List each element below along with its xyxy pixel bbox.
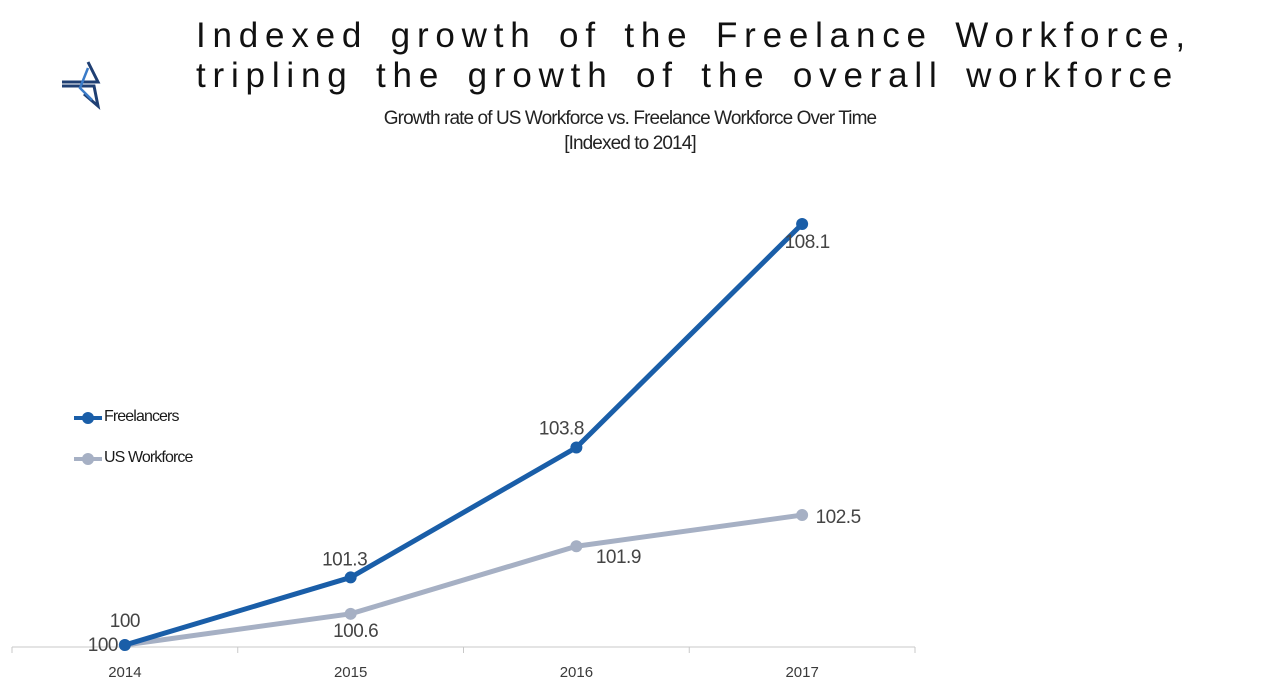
data-point-us-workforce-2016 xyxy=(570,540,583,553)
chart-title-text: Growth rate of US Workforce vs. Freelanc… xyxy=(383,108,877,129)
page-title: Indexed growth of the Freelance Workforc… xyxy=(196,16,1266,96)
data-label-us-workforce-2017: 102.5 xyxy=(816,507,861,528)
x-tick-label-2017: 2017 xyxy=(785,664,818,681)
chart-title: Growth rate of US Workforce vs. Freelanc… xyxy=(300,106,960,156)
x-tick-label-2014: 2014 xyxy=(108,664,141,681)
chart-subtitle: [Indexed to 2014] xyxy=(564,133,696,154)
legend-label-us-workforce: US Workforce xyxy=(104,449,193,466)
series-line-us-workforce xyxy=(122,512,805,648)
data-point-us-workforce-2015 xyxy=(344,607,357,620)
x-tick-label-2015: 2015 xyxy=(334,664,367,681)
x-tick-label-2016: 2016 xyxy=(560,664,593,681)
data-label-us-workforce-2016: 101.9 xyxy=(596,547,641,568)
legend-swatch-freelancers xyxy=(74,412,102,424)
data-point-freelancers-2015 xyxy=(344,571,357,584)
data-label-freelancers-2014: 100 xyxy=(110,611,140,632)
data-label-freelancers-2016: 103.8 xyxy=(539,418,584,439)
series-line-freelancers xyxy=(122,221,805,648)
data-point-freelancers-2017 xyxy=(796,218,809,230)
title-line-2: tripling the growth of the overall workf… xyxy=(196,56,1180,95)
data-label-freelancers-2015: 101.3 xyxy=(322,549,367,570)
title-line-1: Indexed growth of the Freelance Workforc… xyxy=(196,16,1192,55)
data-label-us-workforce-2014: 100 xyxy=(88,635,118,656)
legend-swatch-us-workforce xyxy=(74,453,102,465)
abstract-triangle-logo-icon xyxy=(62,61,101,110)
data-label-us-workforce-2015: 100.6 xyxy=(333,621,378,642)
data-point-freelancers-2016 xyxy=(570,441,583,454)
data-point-us-workforce-2017 xyxy=(796,509,809,522)
data-point-freelancers-2014 xyxy=(118,639,131,651)
data-label-freelancers-2017: 108.1 xyxy=(785,232,830,253)
legend-label-freelancers: Freelancers xyxy=(104,408,179,425)
